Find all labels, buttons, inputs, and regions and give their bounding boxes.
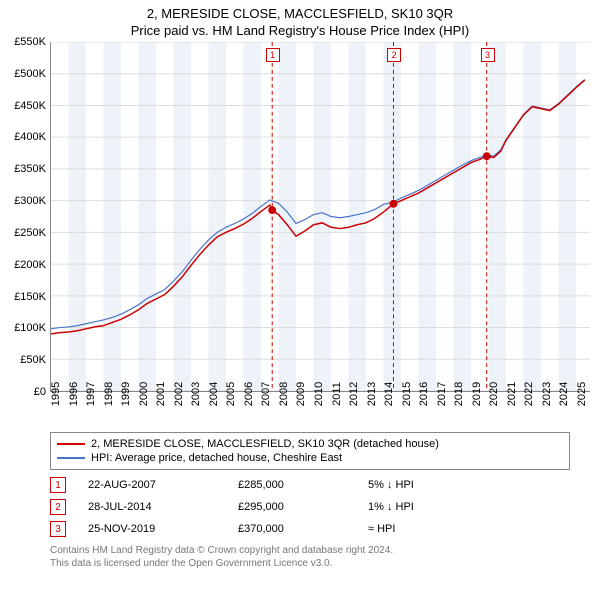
legend-swatch bbox=[57, 443, 85, 445]
x-tick-label: 2021 bbox=[506, 382, 518, 406]
event-badge: 1 bbox=[50, 477, 66, 493]
chart-area: £0£50K£100K£150K£200K£250K£300K£350K£400… bbox=[50, 42, 590, 392]
event-price: £295,000 bbox=[238, 501, 368, 513]
x-tick-label: 1998 bbox=[103, 382, 115, 406]
x-tick-label: 2002 bbox=[173, 382, 185, 406]
chart-container: 2, MERESIDE CLOSE, MACCLESFIELD, SK10 3Q… bbox=[0, 0, 600, 590]
events-table: 1 22-AUG-2007£285,0005% ↓ HPI 2 28-JUL-2014… bbox=[50, 474, 570, 540]
x-tick-label: 2013 bbox=[366, 382, 378, 406]
event-date: 22-AUG-2007 bbox=[88, 479, 238, 491]
y-tick-label: £150K bbox=[14, 291, 46, 303]
y-tick-label: £450K bbox=[14, 100, 46, 112]
x-tick-label: 1996 bbox=[68, 382, 80, 406]
legend-label: HPI: Average price, detached house, Ches… bbox=[91, 452, 342, 464]
chart-title: 2, MERESIDE CLOSE, MACCLESFIELD, SK10 3Q… bbox=[0, 0, 600, 21]
event-badge: 2 bbox=[50, 499, 66, 515]
y-axis: £0£50K£100K£150K£200K£250K£300K£350K£400… bbox=[0, 42, 48, 392]
event-comparison: 5% ↓ HPI bbox=[368, 479, 414, 491]
chart-subtitle: Price paid vs. HM Land Registry's House … bbox=[0, 21, 600, 42]
event-comparison: 1% ↓ HPI bbox=[368, 501, 414, 513]
legend-swatch bbox=[57, 457, 85, 459]
x-tick-label: 2008 bbox=[278, 382, 290, 406]
y-tick-label: £100K bbox=[14, 322, 46, 334]
footer-line1: Contains HM Land Registry data © Crown c… bbox=[50, 544, 570, 557]
sale-marker-badge: 3 bbox=[481, 48, 495, 62]
y-tick-label: £50K bbox=[20, 354, 46, 366]
y-tick-label: £350K bbox=[14, 163, 46, 175]
x-tick-label: 2004 bbox=[208, 382, 220, 406]
x-tick-label: 2015 bbox=[401, 382, 413, 406]
x-tick-label: 2017 bbox=[436, 382, 448, 406]
legend-item: HPI: Average price, detached house, Ches… bbox=[57, 451, 563, 465]
event-price: £285,000 bbox=[238, 479, 368, 491]
x-axis: 1995199619971998199920002001200220032004… bbox=[50, 392, 590, 426]
footer: Contains HM Land Registry data © Crown c… bbox=[50, 544, 570, 570]
x-tick-label: 2007 bbox=[260, 382, 272, 406]
x-tick-label: 2016 bbox=[418, 382, 430, 406]
x-tick-label: 1999 bbox=[120, 382, 132, 406]
event-comparison: ≈ HPI bbox=[368, 523, 395, 535]
event-date: 28-JUL-2014 bbox=[88, 501, 238, 513]
x-tick-label: 2022 bbox=[523, 382, 535, 406]
plot-svg bbox=[51, 42, 590, 391]
sale-marker-badge: 1 bbox=[266, 48, 280, 62]
x-tick-label: 2024 bbox=[558, 382, 570, 406]
y-tick-label: £400K bbox=[14, 131, 46, 143]
event-row: 2 28-JUL-2014£295,0001% ↓ HPI bbox=[50, 496, 570, 518]
legend-item: 2, MERESIDE CLOSE, MACCLESFIELD, SK10 3Q… bbox=[57, 437, 563, 451]
y-tick-label: £500K bbox=[14, 68, 46, 80]
x-tick-label: 2001 bbox=[155, 382, 167, 406]
y-tick-label: £0 bbox=[34, 386, 46, 398]
event-badge: 3 bbox=[50, 521, 66, 537]
x-tick-label: 1995 bbox=[50, 382, 62, 406]
footer-line2: This data is licensed under the Open Gov… bbox=[50, 557, 570, 570]
event-price: £370,000 bbox=[238, 523, 368, 535]
x-tick-label: 2014 bbox=[383, 382, 395, 406]
event-row: 3 25-NOV-2019£370,000≈ HPI bbox=[50, 518, 570, 540]
x-tick-label: 2010 bbox=[313, 382, 325, 406]
x-tick-label: 2000 bbox=[138, 382, 150, 406]
x-tick-label: 2023 bbox=[541, 382, 553, 406]
x-tick-label: 2009 bbox=[295, 382, 307, 406]
y-tick-label: £550K bbox=[14, 36, 46, 48]
plot-area: 1 2 3 bbox=[50, 42, 590, 392]
sale-marker-badge: 2 bbox=[387, 48, 401, 62]
y-tick-label: £200K bbox=[14, 259, 46, 271]
legend-label: 2, MERESIDE CLOSE, MACCLESFIELD, SK10 3Q… bbox=[91, 438, 439, 450]
legend: 2, MERESIDE CLOSE, MACCLESFIELD, SK10 3Q… bbox=[50, 432, 570, 470]
x-tick-label: 2011 bbox=[331, 382, 343, 406]
x-tick-label: 1997 bbox=[85, 382, 97, 406]
x-tick-label: 2012 bbox=[348, 382, 360, 406]
event-row: 1 22-AUG-2007£285,0005% ↓ HPI bbox=[50, 474, 570, 496]
event-date: 25-NOV-2019 bbox=[88, 523, 238, 535]
x-tick-label: 2019 bbox=[471, 382, 483, 406]
x-tick-label: 2025 bbox=[576, 382, 588, 406]
y-tick-label: £250K bbox=[14, 227, 46, 239]
x-tick-label: 2003 bbox=[190, 382, 202, 406]
x-tick-label: 2020 bbox=[488, 382, 500, 406]
y-tick-label: £300K bbox=[14, 195, 46, 207]
x-tick-label: 2005 bbox=[225, 382, 237, 406]
x-tick-label: 2006 bbox=[243, 382, 255, 406]
x-tick-label: 2018 bbox=[453, 382, 465, 406]
